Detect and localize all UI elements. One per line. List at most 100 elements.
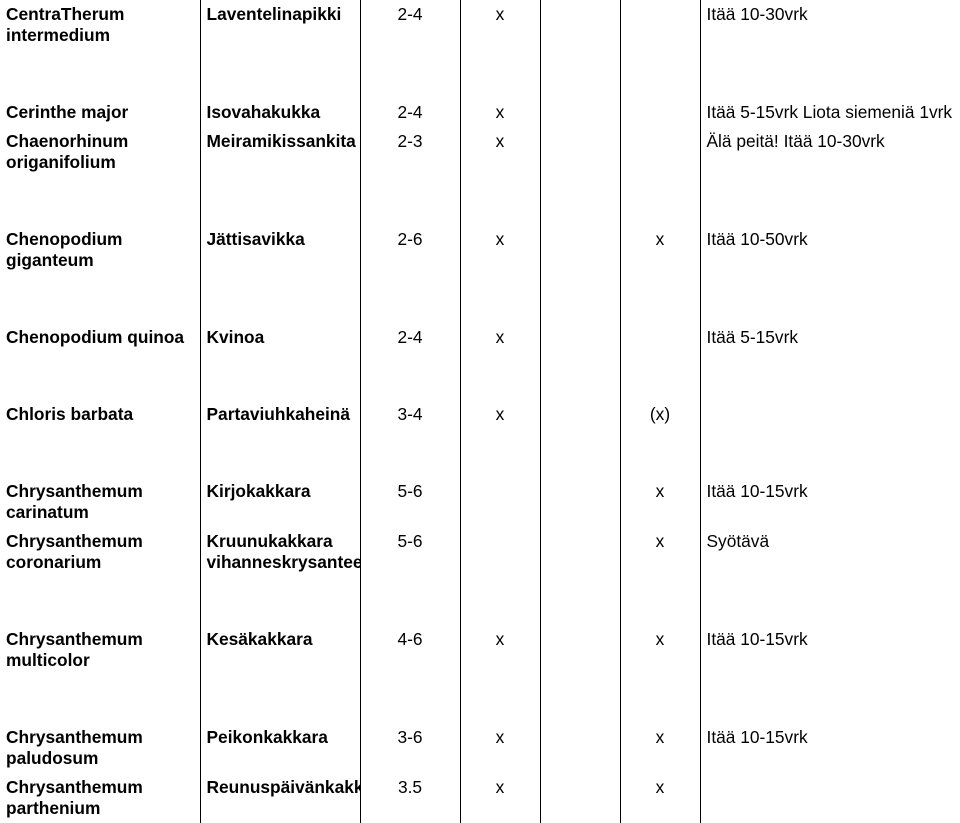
spacer-row [0,50,960,98]
spacer-cell [540,352,620,400]
spacer-cell [0,675,200,723]
spacer-cell [620,352,700,400]
spacer-cell [620,675,700,723]
rows.5.c0: Chloris barbata [0,400,200,429]
rows.3.c6: Itää 10-50vrk [700,225,960,275]
rows.7.c4 [540,527,620,577]
rows.5.c6 [700,400,960,429]
rows.2.c1: Meiramikissankita [200,127,360,177]
table-row: Cerinthe majorIsovahakukka2-4xItää 5-15v… [0,98,960,127]
spacer-row [0,352,960,400]
spacer-row [0,577,960,625]
spacer-cell [460,429,540,477]
rows.0.c0: CentraTherum intermedium [0,0,200,50]
rows.9.c6: Itää 10-15vrk [700,723,960,773]
rows.1.c2: 2-4 [360,98,460,127]
rows.6.c1: Kirjokakkara [200,477,360,527]
spacer-cell [200,177,360,225]
spacer-cell [460,675,540,723]
rows.4.c1: Kvinoa [200,323,360,352]
spacer-cell [360,275,460,323]
rows.9.c2: 3-6 [360,723,460,773]
spacer-row [0,177,960,225]
spacer-cell [460,577,540,625]
table-row: Chrysanthemum carinatumKirjokakkara5-6xI… [0,477,960,527]
rows.3.c0: Chenopodium giganteum [0,225,200,275]
rows.10.c5: x [620,773,700,823]
rows.4.c5 [620,323,700,352]
rows.10.c3: x [460,773,540,823]
table-row: Chenopodium quinoaKvinoa2-4x Itää 5-15vrk [0,323,960,352]
spacer-row [0,429,960,477]
spacer-cell [620,177,700,225]
spacer-cell [620,50,700,98]
rows.10.c6 [700,773,960,823]
rows.3.c4 [540,225,620,275]
rows.6.c5: x [620,477,700,527]
spacer-cell [540,177,620,225]
rows.2.c2: 2-3 [360,127,460,177]
rows.8.c0: Chrysanthemum multicolor [0,625,200,675]
rows.3.c1: Jättisavikka [200,225,360,275]
rows.5.c4 [540,400,620,429]
spacer-cell [700,352,960,400]
spacer-cell [700,275,960,323]
rows.2.c5 [620,127,700,177]
spacer-cell [0,177,200,225]
spacer-cell [620,577,700,625]
rows.2.c4 [540,127,620,177]
spacer-cell [360,675,460,723]
rows.2.c3: x [460,127,540,177]
spacer-row [0,275,960,323]
rows.9.c1: Peikonkakkara [200,723,360,773]
spacer-cell [700,675,960,723]
rows.9.c3: x [460,723,540,773]
rows.4.c0: Chenopodium quinoa [0,323,200,352]
spacer-cell [460,352,540,400]
table-row: Chrysanthemum coronariumKruunukakkara vi… [0,527,960,577]
rows.1.c6: Itää 5-15vrk Liota siemeniä 1vrk [700,98,960,127]
rows.4.c6: Itää 5-15vrk [700,323,960,352]
table-row: Chrysanthemum multicolorKesäkakkara4-6xx… [0,625,960,675]
rows.4.c3: x [460,323,540,352]
spacer-cell [540,50,620,98]
rows.8.c1: Kesäkakkara [200,625,360,675]
rows.6.c2: 5-6 [360,477,460,527]
spacer-cell [0,429,200,477]
rows.3.c3: x [460,225,540,275]
spacer-cell [540,577,620,625]
rows.4.c2: 2-4 [360,323,460,352]
rows.8.c4 [540,625,620,675]
rows.1.c1: Isovahakukka [200,98,360,127]
rows.0.c6: Itää 10-30vrk [700,0,960,50]
spacer-cell [200,50,360,98]
rows.7.c0: Chrysanthemum coronarium [0,527,200,577]
rows.10.c4 [540,773,620,823]
spacer-cell [460,50,540,98]
rows.1.c3: x [460,98,540,127]
spacer-cell [700,177,960,225]
rows.5.c2: 3-4 [360,400,460,429]
table-row: Chenopodium giganteumJättisavikka2-6xxIt… [0,225,960,275]
spacer-cell [360,429,460,477]
rows.7.c2: 5-6 [360,527,460,577]
spacer-cell [460,177,540,225]
spacer-cell [460,275,540,323]
rows.6.c0: Chrysanthemum carinatum [0,477,200,527]
spacer-cell [200,275,360,323]
rows.0.c1: Laventelinapikki [200,0,360,50]
rows.6.c4 [540,477,620,527]
spacer-cell [700,577,960,625]
table-row: Chloris barbataPartaviuhkaheinä3-4x(x) [0,400,960,429]
spacer-cell [540,429,620,477]
rows.2.c6: Älä peitä! Itää 10-30vrk [700,127,960,177]
spacer-cell [0,275,200,323]
rows.7.c5: x [620,527,700,577]
rows.10.c2: 3.5 [360,773,460,823]
rows.5.c1: Partaviuhkaheinä [200,400,360,429]
rows.0.c4 [540,0,620,50]
rows.0.c3: x [460,0,540,50]
spacer-row [0,675,960,723]
rows.3.c2: 2-6 [360,225,460,275]
spacer-cell [700,50,960,98]
